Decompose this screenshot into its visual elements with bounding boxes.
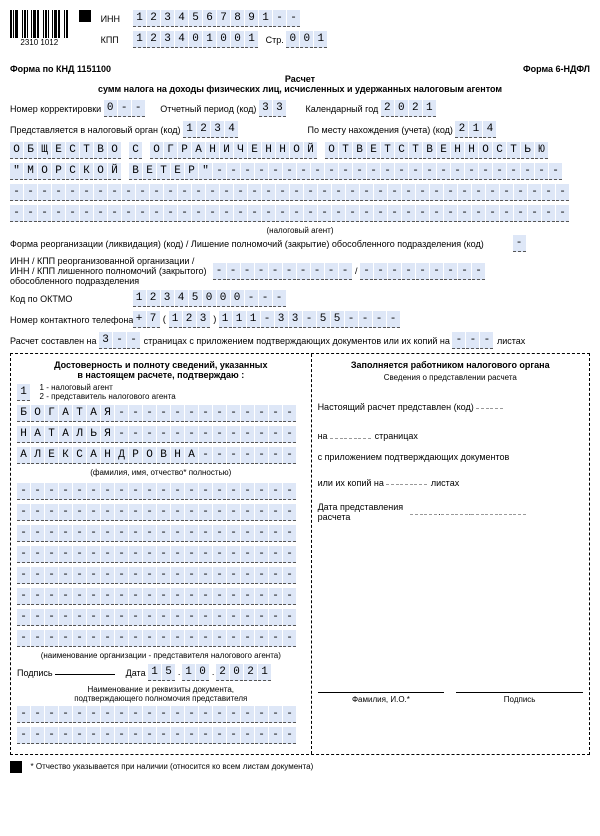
corr-label: Номер корректировки xyxy=(10,104,101,114)
reorg-kpp-cells[interactable]: --------- xyxy=(360,265,486,275)
name-line-4[interactable]: ---------------------------------------- xyxy=(10,208,570,218)
kpp-label: КПП xyxy=(101,35,131,45)
r-row4b: листах xyxy=(431,478,459,488)
org-blank6[interactable]: -------------------- xyxy=(17,591,297,601)
str-label: Стр. xyxy=(266,35,284,45)
submit-cells[interactable]: 1234 xyxy=(183,124,239,134)
conf-type-cells[interactable]: 1 xyxy=(17,386,31,396)
str-cells[interactable]: 001 xyxy=(286,34,328,44)
org-blank3[interactable]: -------------------- xyxy=(17,528,297,538)
reorg-inn-label: ИНН / КПП реорганизованной организации /… xyxy=(10,256,210,286)
form-code: Форма по КНД 1151100 xyxy=(10,64,111,74)
pages1-cells[interactable]: 3-- xyxy=(99,335,141,345)
year-cells[interactable]: 2021 xyxy=(381,103,437,113)
right-subtitle: Сведения о представлении расчета xyxy=(318,373,583,382)
official-sig-line[interactable] xyxy=(456,682,583,693)
oktmo-label: Код по ОКТМО xyxy=(10,294,130,304)
signer-name2[interactable]: НАТАЛЬЯ------------- xyxy=(17,429,297,439)
reorg-cells[interactable]: - xyxy=(513,238,527,248)
pages2-label: страницах с приложением подтверждающих д… xyxy=(144,336,450,346)
org-blank1[interactable]: -------------------- xyxy=(17,486,297,496)
pages1-label: Расчет составлен на xyxy=(10,336,97,346)
r-row2b: страницах xyxy=(375,431,418,441)
org-blank2[interactable]: -------------------- xyxy=(17,507,297,517)
loc-cells[interactable]: 214 xyxy=(455,124,497,134)
agent-label: (налоговый агент) xyxy=(10,226,590,235)
form-name: Форма 6-НДФЛ xyxy=(523,64,590,74)
r-row2a: на xyxy=(318,431,328,441)
footnote: * Отчество указывается при наличии (отно… xyxy=(31,762,314,771)
r-row1: Настоящий расчет представлен (код) xyxy=(318,402,474,412)
name-line-3[interactable]: ---------------------------------------- xyxy=(10,187,570,197)
signer-name3[interactable]: АЛЕКСАНДРОВНА------- xyxy=(17,450,297,460)
subtitle: сумм налога на доходы физических лиц, ис… xyxy=(10,84,590,94)
signature-line[interactable] xyxy=(55,664,115,675)
barcode: 2310 1012 xyxy=(10,10,69,47)
phone-label: Номер контактного телефона xyxy=(10,315,130,325)
r-fio: Фамилия, И.О.* xyxy=(318,695,445,704)
doc-blank2[interactable]: -------------------- xyxy=(17,730,297,740)
year-label: Календарный год xyxy=(305,104,378,114)
org-blank4[interactable]: -------------------- xyxy=(17,549,297,559)
bottom-marker xyxy=(10,761,22,773)
inn-cells[interactable]: 1234567891-- xyxy=(133,13,301,23)
date-cells[interactable]: 15.10.2021 xyxy=(148,667,272,677)
r-sig: Подпись xyxy=(456,695,583,704)
date-label: Дата xyxy=(126,668,146,678)
name-line-1[interactable]: ОБЩЕСТВОСОГРАНИЧЕННОЙОТВЕТСТВЕННОСТЬЮ xyxy=(10,145,549,155)
pages2-suffix: листах xyxy=(497,336,525,346)
oktmo-cells[interactable]: 12345000--- xyxy=(133,293,287,303)
official-fio-line[interactable] xyxy=(318,682,445,693)
period-label: Отчетный период (код) xyxy=(160,104,256,114)
name-line-2[interactable]: "МОРСКОЙВЕТЕР"------------------------- xyxy=(10,166,563,176)
submit-label: Представляется в налоговый орган (код) xyxy=(10,125,181,135)
reorg-label: Форма реорганизации (ликвидация) (код) /… xyxy=(10,239,510,249)
r-row4a: или их копий на xyxy=(318,478,384,488)
org-blank5[interactable]: -------------------- xyxy=(17,570,297,580)
period-cells[interactable]: 33 xyxy=(259,103,287,113)
kpp-cells[interactable]: 123401001 xyxy=(133,34,259,44)
org-label: (наименование организации - представител… xyxy=(17,651,305,660)
loc-label: По месту нахождения (учета) (код) xyxy=(308,125,453,135)
inn-label: ИНН xyxy=(101,14,131,24)
title: Расчет xyxy=(10,74,590,84)
signer-name1[interactable]: БОГАТАЯ------------- xyxy=(17,408,297,418)
reorg-inn-cells[interactable]: ---------- xyxy=(213,265,353,275)
marker-square xyxy=(79,10,91,22)
org-blank8[interactable]: -------------------- xyxy=(17,633,297,643)
conf-type1: 1 - налоговый агент xyxy=(40,383,113,392)
r-row3: с приложением подтверждающих документов xyxy=(318,452,510,462)
doc-label2: подтверждающего полномочия представителя xyxy=(17,694,305,703)
pages2-cells[interactable]: --- xyxy=(452,335,494,345)
left-title1: Достоверность и полноту сведений, указан… xyxy=(17,360,305,370)
r-row5: Дата представления расчета xyxy=(318,502,408,522)
phone-cells[interactable]: +7(123)111-33-55---- xyxy=(133,314,401,324)
left-title2: в настоящем расчете, подтверждаю : xyxy=(17,370,305,380)
conf-type2: 2 - представитель налогового агента xyxy=(40,392,176,401)
sign-label: Подпись xyxy=(17,668,53,678)
corr-cells[interactable]: 0-- xyxy=(104,103,146,113)
doc-label1: Наименование и реквизиты документа, xyxy=(17,685,305,694)
org-blank7[interactable]: -------------------- xyxy=(17,612,297,622)
fio-label: (фамилия, имя, отчество* полностью) xyxy=(17,468,305,477)
doc-blank1[interactable]: -------------------- xyxy=(17,709,297,719)
right-title: Заполняется работником налогового органа xyxy=(318,360,583,370)
